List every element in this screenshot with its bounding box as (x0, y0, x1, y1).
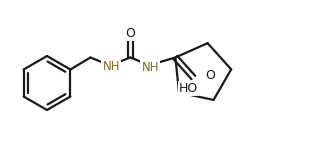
Text: O: O (206, 69, 215, 82)
Text: NH: NH (103, 60, 120, 73)
Text: O: O (126, 27, 135, 40)
Text: NH: NH (142, 61, 159, 74)
Text: HO: HO (179, 82, 198, 95)
